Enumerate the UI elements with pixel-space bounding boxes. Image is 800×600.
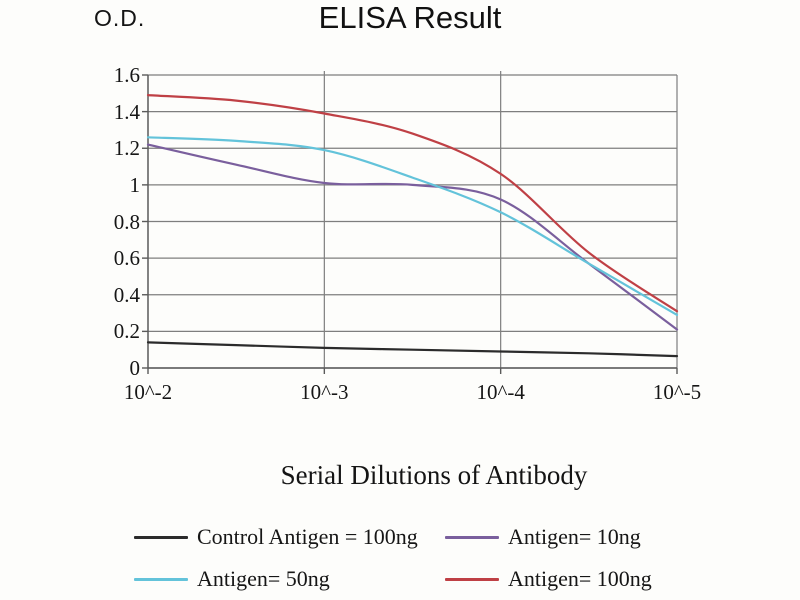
- elisa-line-chart: [142, 71, 679, 374]
- chart-legend: Control Antigen = 100ng Antigen= 10ng Anti…: [134, 524, 714, 592]
- legend-swatch-line: [445, 577, 499, 581]
- legend-swatch-line: [134, 577, 188, 581]
- series-line: [146, 143, 679, 331]
- legend-item: Control Antigen = 100ng: [134, 524, 445, 550]
- legend-swatch-line: [134, 535, 188, 539]
- series-line: [146, 341, 679, 358]
- legend-item: Antigen= 50ng: [134, 566, 445, 592]
- legend-label: Antigen= 100ng: [508, 566, 652, 591]
- legend-label: Antigen= 50ng: [197, 566, 330, 591]
- y-tick-label: 0.8: [113, 209, 140, 234]
- legend-item: Antigen= 100ng: [445, 566, 714, 592]
- legend-swatch-line: [445, 535, 499, 539]
- legend-label: Antigen= 10ng: [508, 524, 641, 549]
- y-tick-label: 1.4: [113, 99, 140, 124]
- y-axis-unit-label: O.D.: [94, 5, 146, 31]
- legend-label: Control Antigen = 100ng: [197, 524, 418, 549]
- series-line: [146, 136, 679, 316]
- y-tick-label: 0.4: [113, 282, 140, 307]
- x-tick-label: 10^-3: [300, 380, 349, 404]
- y-tick-label: 1.2: [113, 136, 140, 161]
- legend-item: Antigen= 10ng: [445, 524, 714, 550]
- y-tick-label: 0.2: [113, 319, 140, 344]
- x-axis-title: Serial Dilutions of Antibody: [280, 460, 588, 490]
- chart-title: ELISA Result: [318, 0, 502, 35]
- x-tick-label: 10^-4: [476, 380, 525, 404]
- x-tick-label: 10^-5: [652, 380, 702, 404]
- y-tick-label: 0: [129, 356, 141, 380]
- y-tick-label: 1.6: [113, 63, 140, 87]
- x-tick-label: 10^-2: [123, 380, 173, 404]
- y-tick-label: 1: [129, 172, 141, 197]
- y-tick-label: 0.6: [113, 246, 140, 271]
- series-line: [146, 94, 679, 313]
